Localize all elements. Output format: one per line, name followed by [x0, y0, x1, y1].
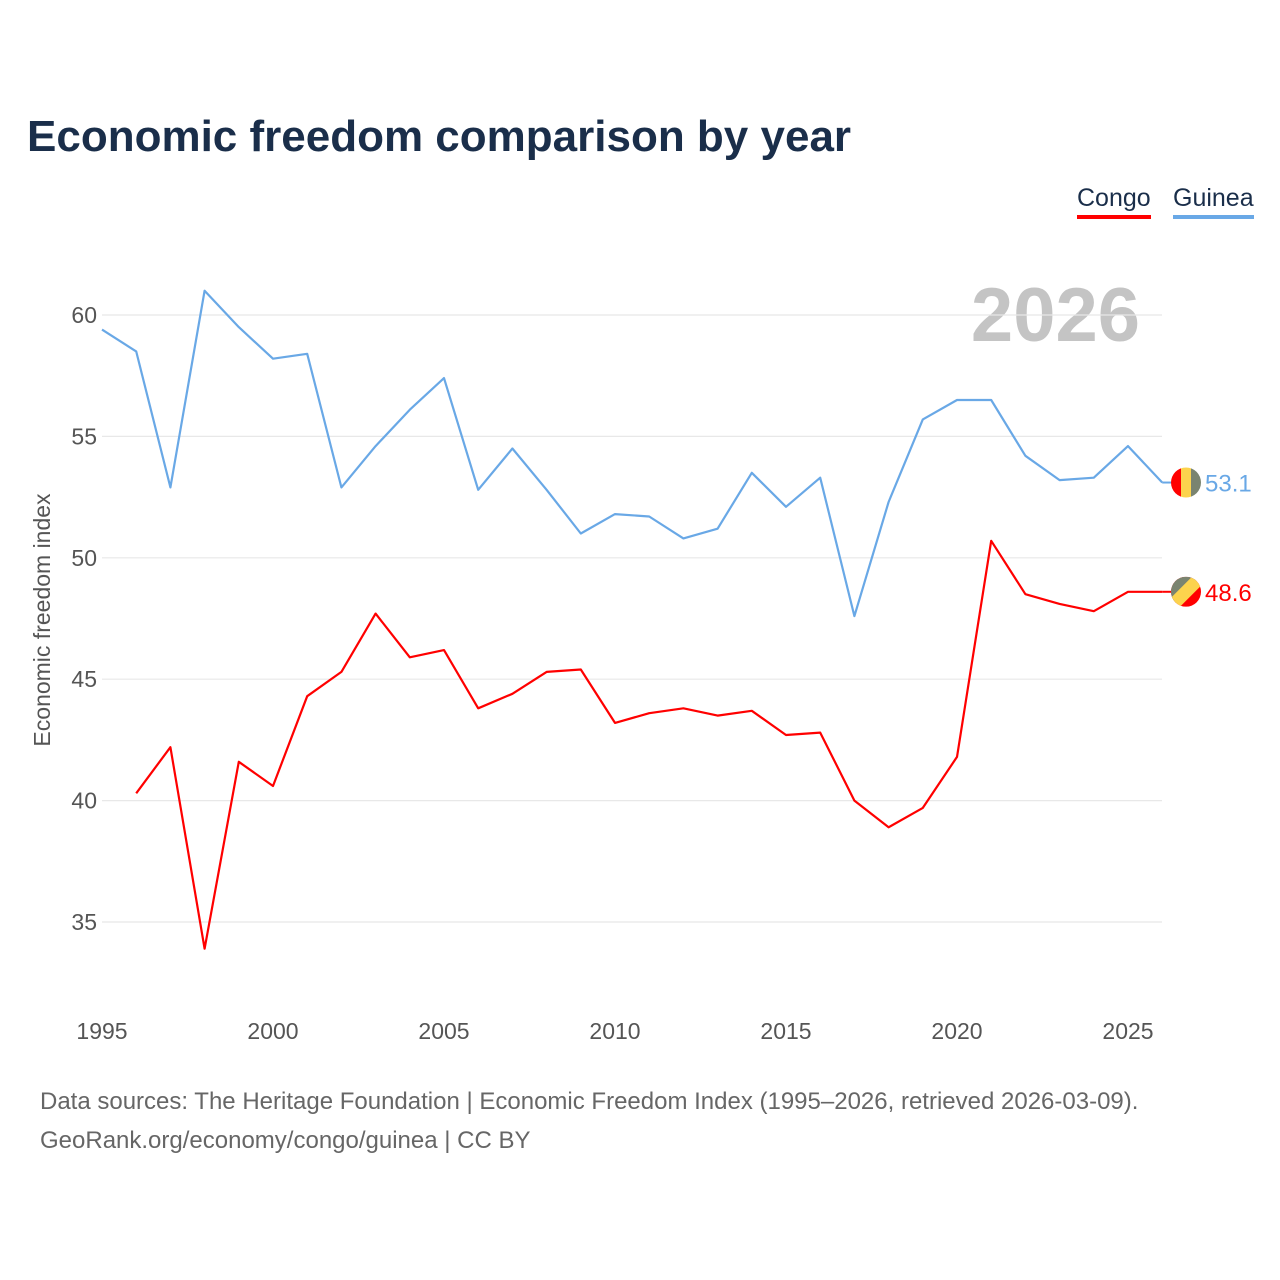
flag-guinea-icon [1171, 467, 1201, 498]
end-value-label-guinea: 53.1 [1205, 471, 1252, 498]
y-axis-label: Economic freedom index [29, 493, 55, 747]
y-tick-label: 60 [71, 302, 97, 328]
footer-sources: Data sources: The Heritage Foundation | … [40, 1088, 1139, 1115]
chart-title: Economic freedom comparison by year [27, 112, 852, 161]
x-tick-label: 1995 [76, 1018, 127, 1044]
flag-congo-icon [1171, 576, 1201, 607]
end-value-label-congo: 48.6 [1205, 580, 1252, 607]
y-tick-label: 40 [71, 788, 97, 814]
x-tick-label: 2025 [1102, 1018, 1153, 1044]
x-tick-label: 2010 [589, 1018, 640, 1044]
legend-congo[interactable]: Congo [1077, 184, 1151, 219]
series-line-guinea [101, 289, 1164, 618]
series-line-congo [135, 539, 1163, 950]
y-tick-label: 55 [71, 423, 97, 449]
footer-link[interactable]: GeoRank.org/economy/congo/guinea | CC BY [40, 1127, 531, 1154]
legend-guinea[interactable]: Guinea [1173, 184, 1254, 219]
x-tick-label: 2000 [247, 1018, 298, 1044]
x-tick-label: 2020 [931, 1018, 982, 1044]
x-tick-label: 2015 [760, 1018, 811, 1044]
y-tick-label: 45 [71, 666, 97, 692]
x-tick-label: 2005 [418, 1018, 469, 1044]
y-tick-label: 50 [71, 545, 97, 571]
y-tick-label: 35 [71, 909, 97, 935]
